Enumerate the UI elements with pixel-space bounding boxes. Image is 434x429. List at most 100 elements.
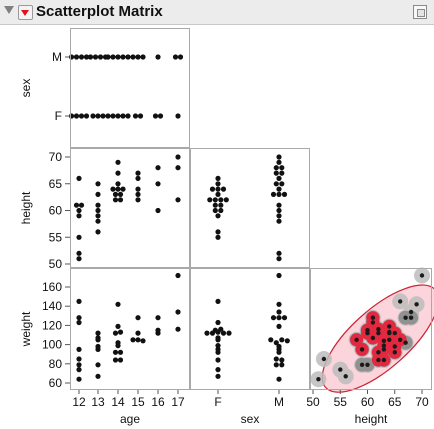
point-weight-height xyxy=(398,299,403,304)
point-height-age xyxy=(112,191,119,197)
point-weight-height xyxy=(359,347,365,352)
point-height-sex xyxy=(212,207,218,214)
point-weight-height xyxy=(403,340,408,345)
point-weight-age xyxy=(135,330,141,336)
x-tick-label-age: 15 xyxy=(131,395,145,409)
point-weight-sex xyxy=(268,337,274,343)
point-weight-sex xyxy=(276,301,282,307)
point-weight-height xyxy=(370,315,376,320)
point-weight-height xyxy=(381,338,387,343)
point-weight-sex xyxy=(276,272,282,279)
y-axis-label-weight: weight xyxy=(19,311,33,347)
point-sex-age xyxy=(177,54,184,60)
point-height-age xyxy=(76,234,82,240)
point-weight-sex xyxy=(279,362,285,368)
point-weight-height xyxy=(321,356,327,362)
point-sex-age xyxy=(125,54,131,60)
point-height-age xyxy=(95,218,101,224)
point-weight-sex xyxy=(226,330,232,336)
point-sex-age xyxy=(78,54,85,60)
point-weight-sex xyxy=(270,315,277,321)
point-weight-age xyxy=(117,349,124,355)
x-tick-label-height: 65 xyxy=(388,395,402,409)
point-sex-age xyxy=(137,113,144,119)
x-tick-label-age: 16 xyxy=(151,395,165,409)
point-height-age xyxy=(135,186,141,192)
point-height-age xyxy=(110,186,116,192)
point-weight-height xyxy=(414,302,419,307)
point-weight-age xyxy=(115,323,121,329)
y-tick-label-weight: 60 xyxy=(49,376,63,390)
point-weight-height xyxy=(387,324,392,329)
point-height-age xyxy=(155,181,161,187)
point-weight-age xyxy=(76,319,82,326)
point-height-sex xyxy=(276,256,282,262)
point-weight-age xyxy=(175,272,181,279)
point-sex-age xyxy=(95,113,101,119)
point-height-sex xyxy=(273,181,279,187)
point-sex-age xyxy=(155,54,161,60)
point-height-age xyxy=(135,191,141,197)
point-height-age xyxy=(135,197,141,203)
point-weight-age xyxy=(95,373,101,379)
point-height-sex xyxy=(215,186,221,192)
point-weight-age xyxy=(95,337,101,343)
point-height-sex xyxy=(281,191,288,197)
point-weight-height xyxy=(392,350,397,355)
point-sex-age xyxy=(110,113,116,119)
y-axis-label-height: height xyxy=(19,191,33,224)
point-height-age xyxy=(115,170,121,176)
y-axis-label-sex: sex xyxy=(19,79,33,98)
point-sex-age xyxy=(90,113,96,119)
disclosure-triangle-icon[interactable] xyxy=(4,6,14,14)
point-weight-age xyxy=(112,357,119,363)
point-height-sex xyxy=(273,165,279,171)
point-weight-age xyxy=(76,376,82,382)
point-height-sex xyxy=(276,250,282,256)
point-weight-age xyxy=(135,315,141,321)
point-sex-age xyxy=(120,113,126,119)
point-weight-height xyxy=(376,350,381,355)
point-weight-height xyxy=(387,337,392,342)
y-tick-label-weight: 120 xyxy=(42,318,62,332)
point-height-age xyxy=(95,202,101,208)
popout-icon[interactable] xyxy=(413,5,427,19)
point-weight-age xyxy=(95,362,101,368)
point-height-sex xyxy=(212,202,218,208)
point-height-sex xyxy=(276,207,282,214)
point-weight-age xyxy=(117,329,124,335)
point-height-sex xyxy=(220,186,227,192)
point-weight-height xyxy=(338,367,343,372)
point-height-sex xyxy=(215,175,221,181)
matrix-cell-border xyxy=(70,148,190,268)
point-height-sex xyxy=(276,159,282,165)
point-height-sex xyxy=(218,197,224,203)
point-height-age xyxy=(112,197,119,203)
point-height-age xyxy=(115,181,121,187)
point-weight-sex xyxy=(212,327,218,333)
point-weight-age xyxy=(76,367,82,373)
point-height-age xyxy=(95,181,101,187)
x-tick-label-height: 60 xyxy=(361,395,375,409)
point-weight-height xyxy=(392,344,397,349)
point-height-age xyxy=(175,197,181,203)
y-tick-label-weight: 100 xyxy=(42,338,62,352)
point-sex-age xyxy=(110,54,116,60)
point-sex-age xyxy=(73,113,80,119)
point-height-sex xyxy=(279,165,285,171)
point-weight-sex xyxy=(276,309,282,315)
point-weight-age xyxy=(155,330,161,336)
point-weight-height xyxy=(370,335,376,341)
point-height-age xyxy=(135,175,141,181)
y-tick-label-weight: 140 xyxy=(42,299,62,313)
point-sex-age xyxy=(132,113,139,119)
point-weight-sex xyxy=(215,337,221,343)
y-tick-label-height: 50 xyxy=(49,257,63,271)
red-triangle-menu-icon[interactable] xyxy=(18,5,33,20)
point-height-sex xyxy=(279,181,285,187)
matrix-cell-border xyxy=(190,148,310,268)
point-weight-height xyxy=(316,377,321,382)
x-tick-label-height: 50 xyxy=(306,395,320,409)
point-sex-age xyxy=(125,113,131,119)
point-weight-height xyxy=(392,330,397,336)
